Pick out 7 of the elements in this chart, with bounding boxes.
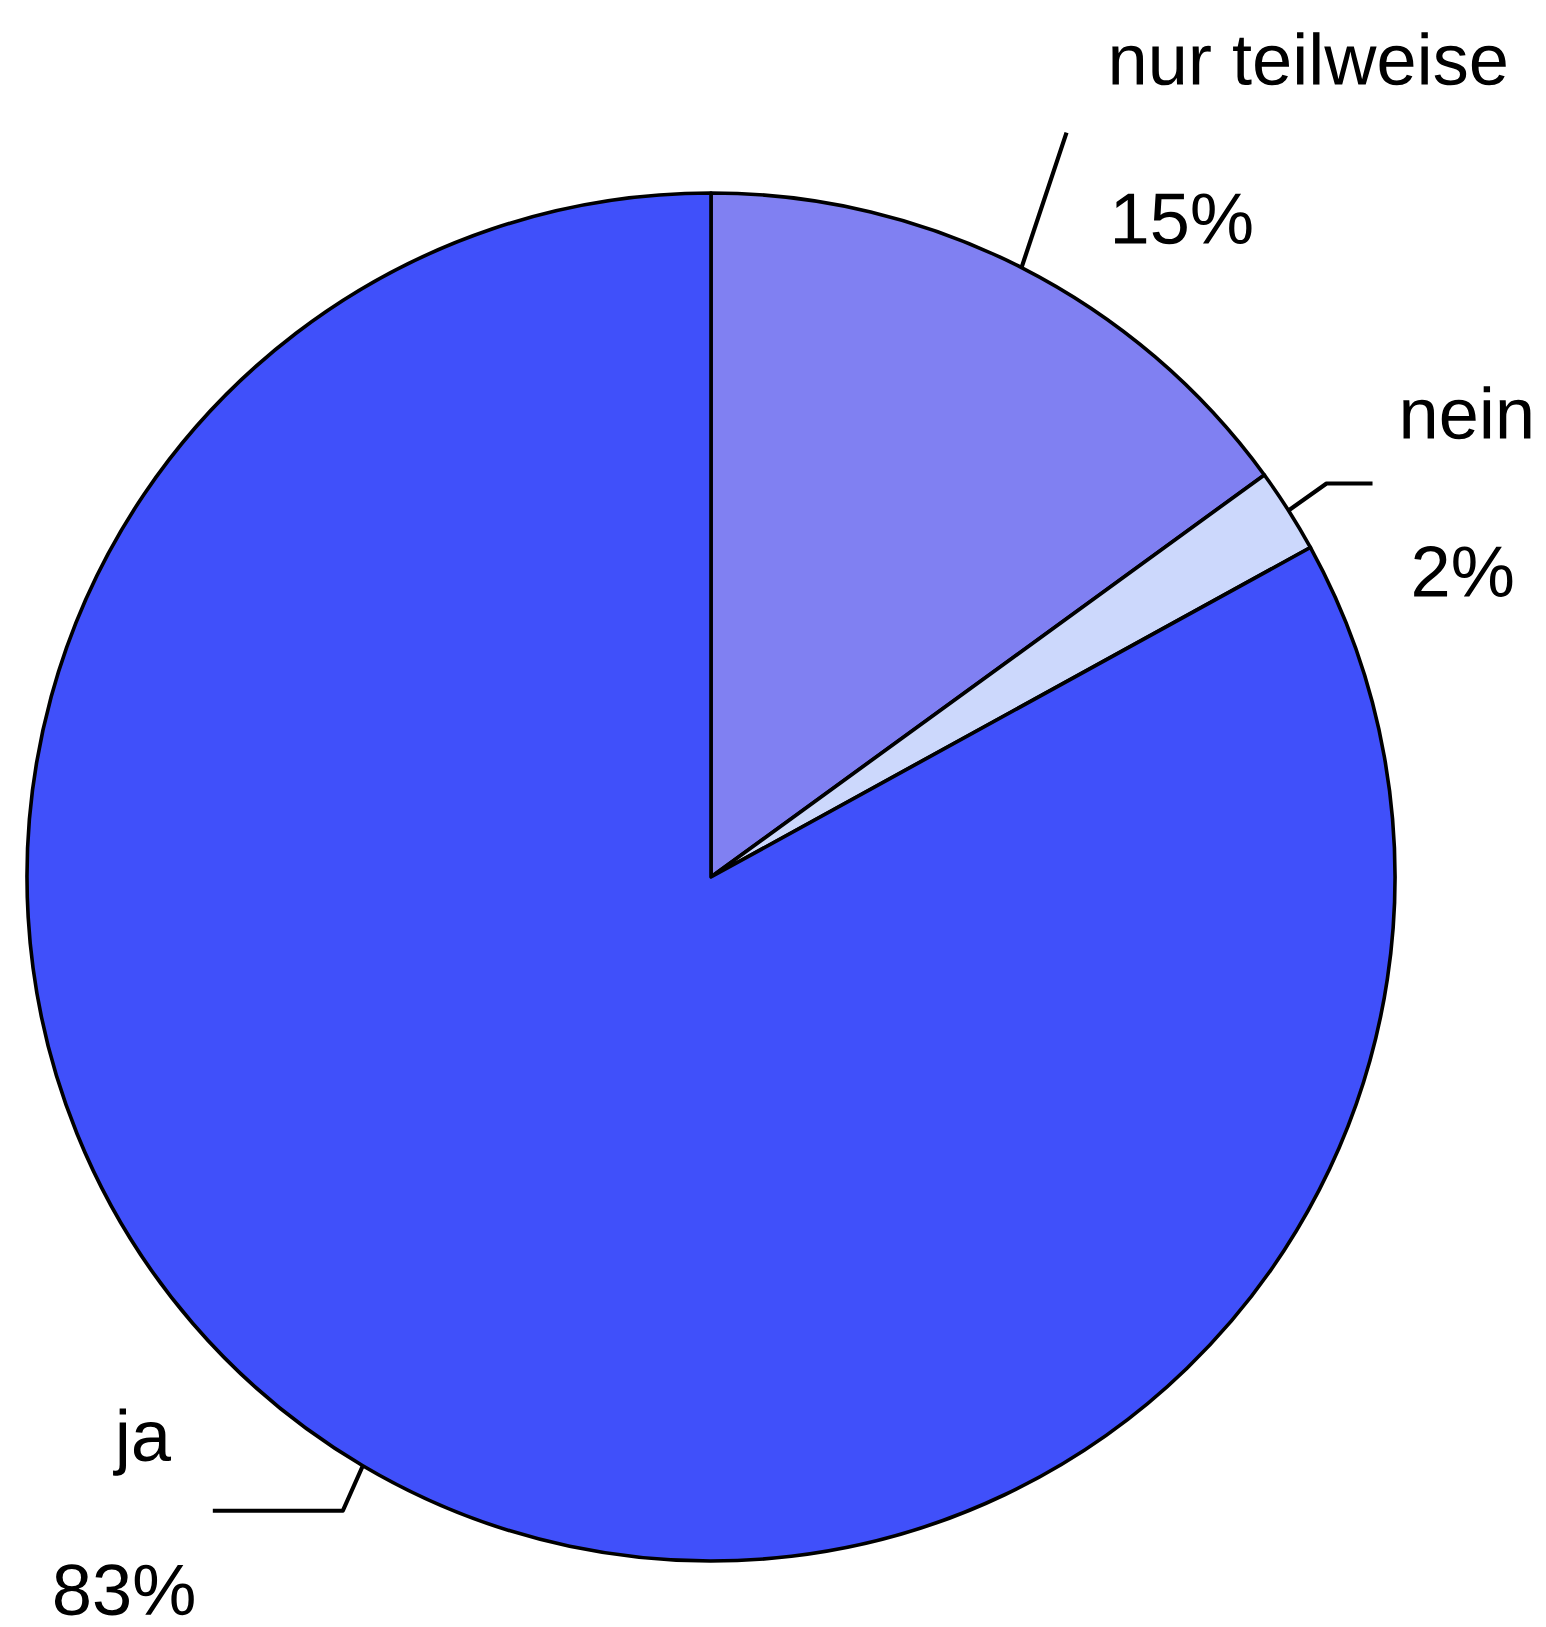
data-label: 2% xyxy=(1414,546,1513,597)
slice-label: nur teilweise xyxy=(1112,32,1506,86)
slice-label: ja xyxy=(113,1408,172,1476)
data-label: 15% xyxy=(1115,193,1252,245)
data-label: 83% xyxy=(54,1564,194,1616)
slice-label: nein xyxy=(1403,386,1531,440)
pie-slice xyxy=(25,191,1397,1563)
